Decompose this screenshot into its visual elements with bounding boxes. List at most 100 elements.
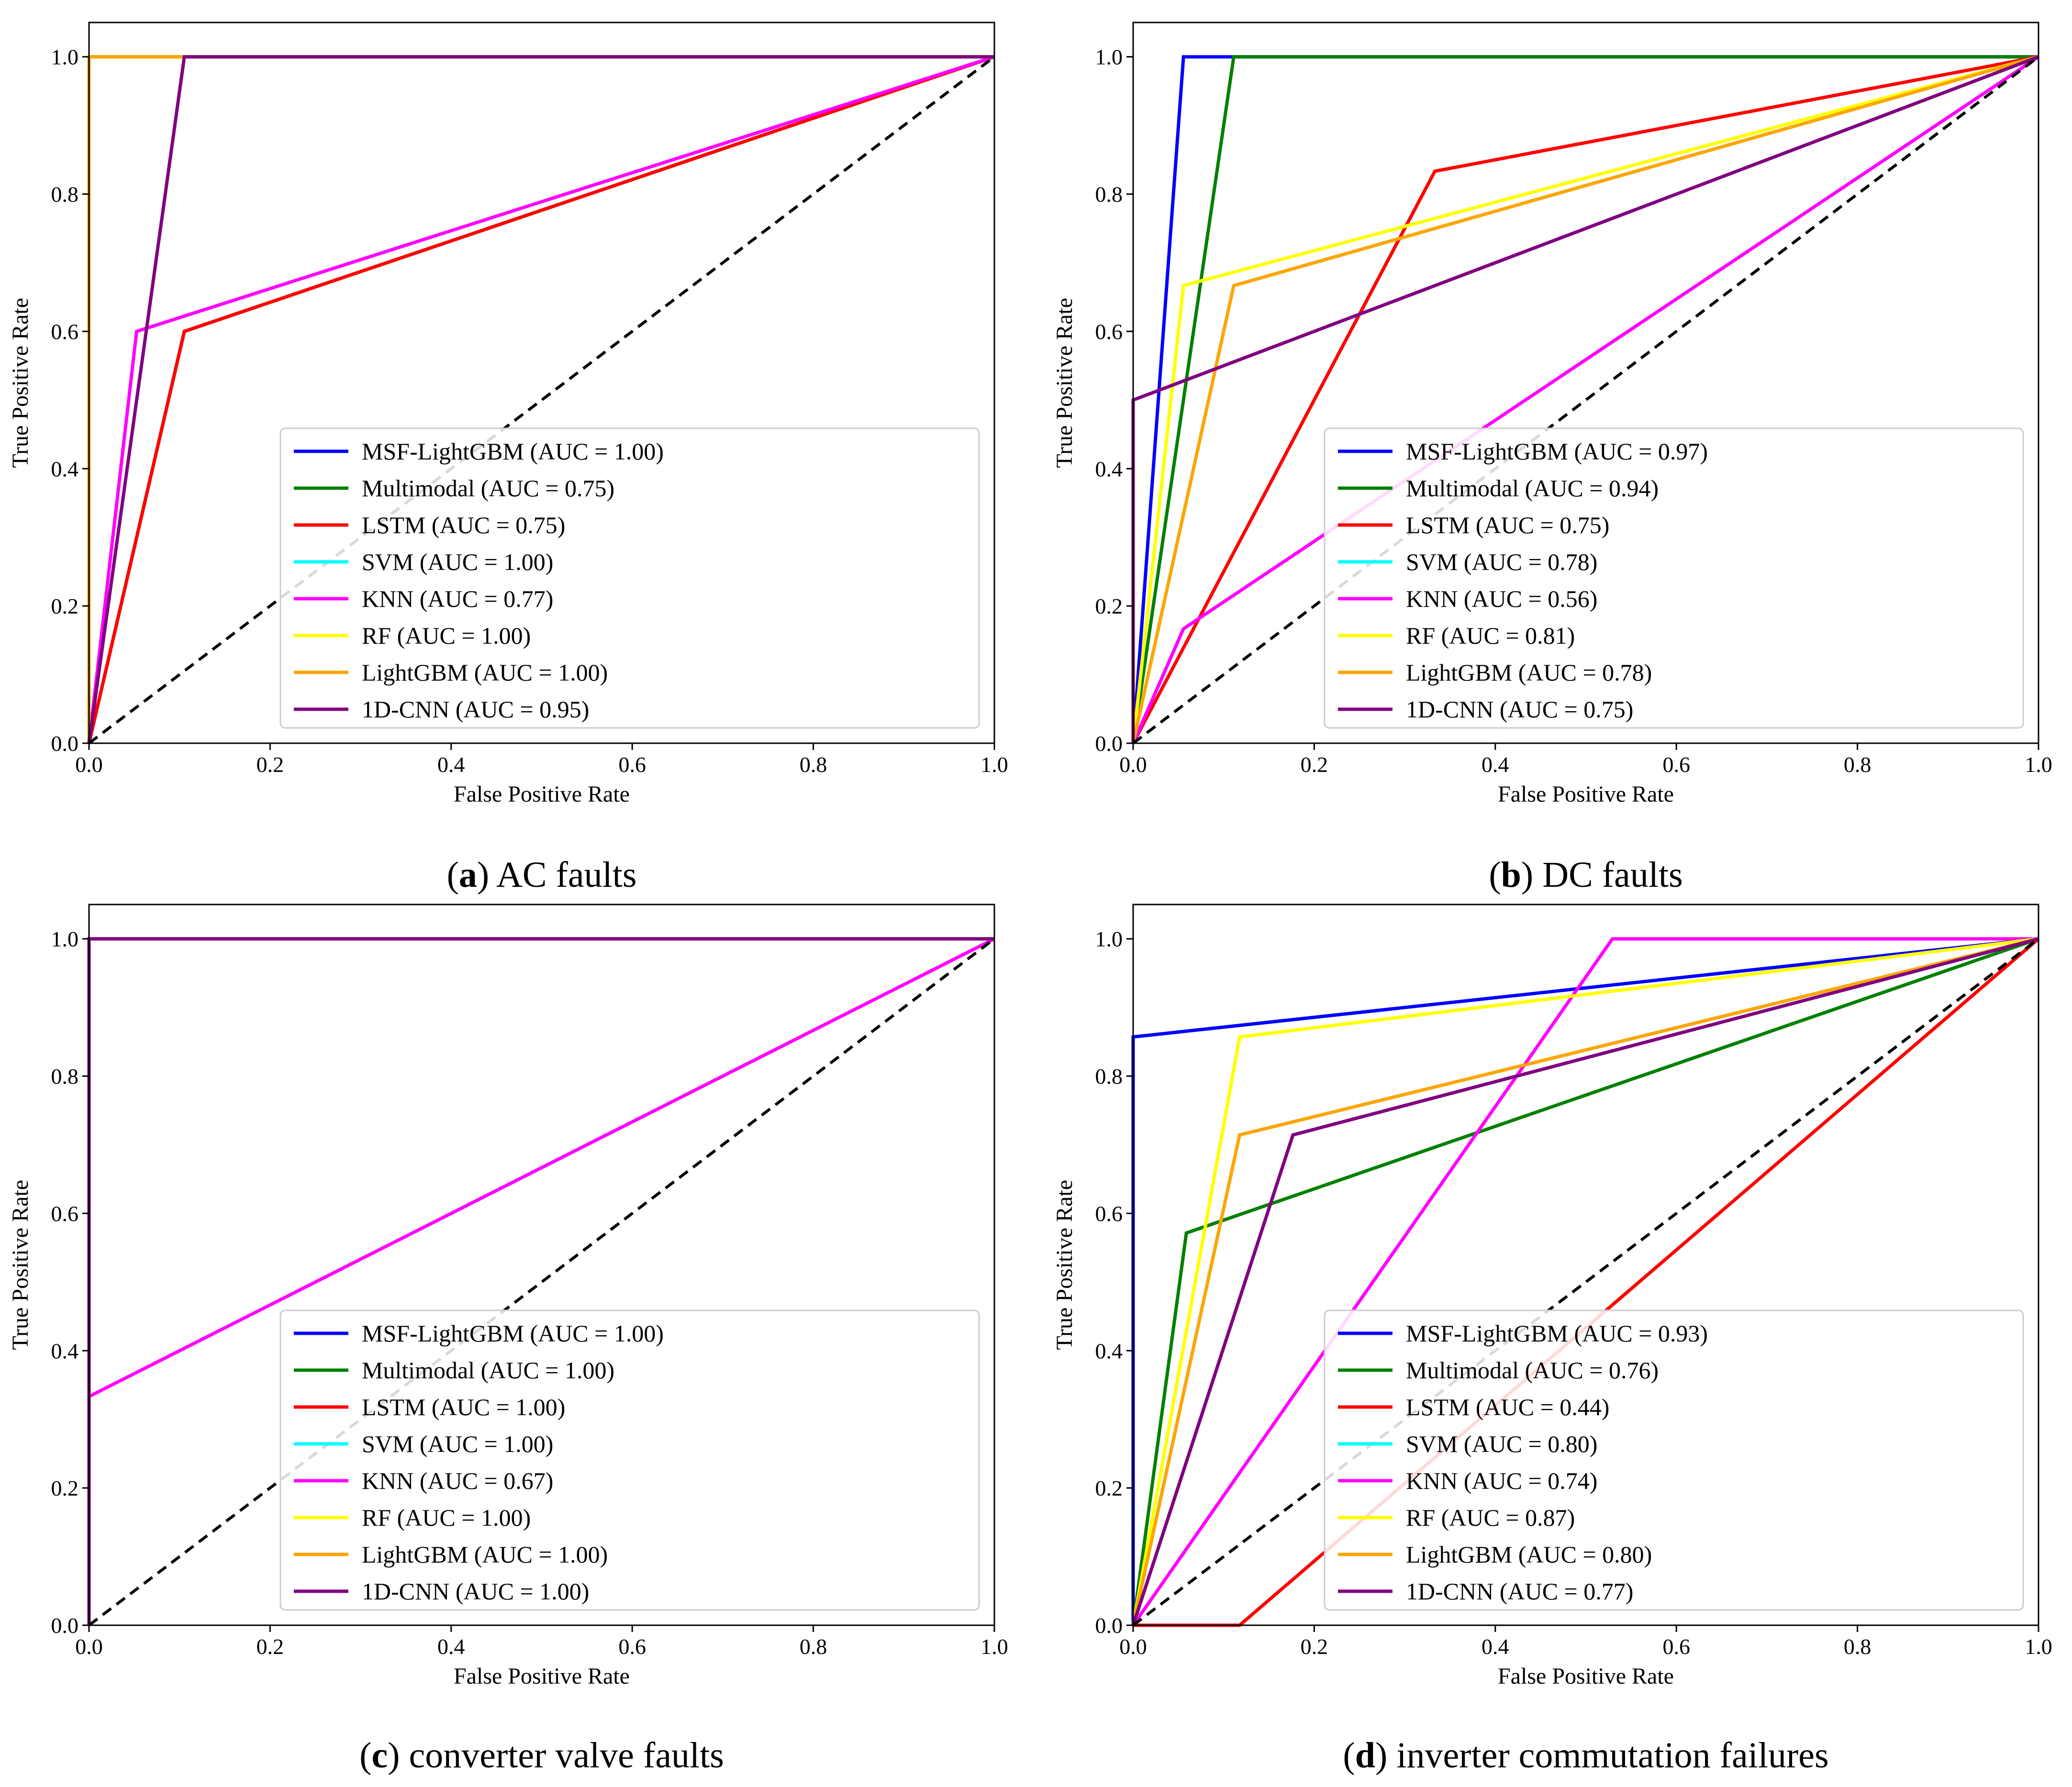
x-tick-label: 0.2: [256, 1634, 284, 1659]
y-axis-label: True Positive Rate: [8, 298, 33, 468]
panel-caption: (a) AC faults: [447, 855, 637, 895]
y-tick-label: 0.4: [1095, 1339, 1123, 1363]
legend-box: [1324, 1309, 2024, 1611]
legend: MSF-LightGBM (AUC = 1.00) Multimodal (AUC…: [279, 1309, 980, 1611]
x-axis-label: False Positive Rate: [454, 1664, 630, 1689]
legend-label: LightGBM (AUC = 0.78): [1406, 659, 1652, 686]
series-line-lightgbm: [1131, 937, 2039, 1626]
series-line-1d-cnn: [1131, 937, 2039, 1626]
series-line-1d-cnn: [87, 55, 994, 744]
y-tick-label: 0.0: [1095, 731, 1123, 756]
y-tick-label: 0.4: [1095, 457, 1123, 481]
x-tick-label: 0.4: [1482, 1634, 1509, 1659]
x-tick-label: 0.8: [1844, 1634, 1871, 1659]
legend-label: KNN (AUC = 0.56): [1406, 585, 1597, 612]
plot-frame: [88, 904, 995, 1626]
x-tick-label: 1.0: [980, 1634, 1008, 1659]
legend: MSF-LightGBM (AUC = 0.93) Multimodal (AUC…: [1324, 1309, 2024, 1611]
y-axis-label: True Positive Rate: [8, 1180, 33, 1350]
series-line-lightgbm: [1131, 55, 2039, 744]
legend-label: KNN (AUC = 0.74): [1406, 1467, 1597, 1494]
legend-label: LSTM (AUC = 0.75): [1406, 512, 1609, 538]
y-axis-label: True Positive Rate: [1052, 298, 1077, 468]
legend-box: [1324, 427, 2024, 729]
x-tick-label: 0.6: [618, 1634, 646, 1659]
x-tick-label: 1.0: [980, 752, 1008, 777]
x-tick-label: 0.0: [1119, 752, 1147, 777]
series-line-multimodal: [1131, 937, 2039, 1626]
series-line-lstm: [87, 55, 995, 744]
x-axis-label: False Positive Rate: [1498, 1664, 1674, 1689]
legend-label: Multimodal (AUC = 0.76): [1406, 1357, 1659, 1384]
legend-label: 1D-CNN (AUC = 0.75): [1406, 696, 1633, 723]
legend-label: RF (AUC = 1.00): [362, 622, 531, 649]
legend-label: KNN (AUC = 0.67): [362, 1467, 553, 1494]
legend-label: LightGBM (AUC = 0.80): [1406, 1541, 1652, 1568]
legend-label: SVM (AUC = 0.78): [1406, 548, 1597, 575]
panel-caption: (d) inverter commutation failures: [1343, 1735, 1828, 1776]
legend-label: MSF-LightGBM (AUC = 1.00): [362, 1320, 664, 1347]
caption-letter: b: [1501, 855, 1521, 895]
x-tick-label: 0.6: [618, 752, 646, 777]
y-tick-label: 1.0: [51, 45, 79, 69]
chart-panel-b: 0.0 0.2 0.4 0.6 0.8 1.0 0.0 0.2 0.4 0.6 0.8 1.0 Fals…: [1052, 22, 2052, 895]
caption-letter: c: [371, 1735, 388, 1776]
x-tick-label: 0.0: [75, 752, 103, 777]
x-tick-label: 0.8: [800, 752, 827, 777]
legend-label: Multimodal (AUC = 1.00): [362, 1357, 614, 1384]
caption-text: converter valve faults: [400, 1735, 724, 1776]
x-tick-label: 0.2: [1301, 1634, 1328, 1659]
y-tick-label: 0.0: [51, 731, 79, 756]
y-tick-label: 1.0: [1095, 927, 1123, 951]
x-axis-label: False Positive Rate: [1498, 782, 1674, 807]
y-tick-label: 0.0: [1095, 1613, 1123, 1638]
y-tick-label: 0.6: [1095, 1201, 1123, 1226]
legend-box: [279, 1309, 980, 1611]
y-tick-label: 0.2: [1095, 594, 1123, 618]
legend-label: MSF-LightGBM (AUC = 0.97): [1406, 438, 1708, 465]
legend-label: LSTM (AUC = 0.75): [362, 512, 565, 538]
x-tick-label: 0.4: [437, 1634, 465, 1659]
caption-text: DC faults: [1533, 855, 1682, 895]
legend: MSF-LightGBM (AUC = 0.97) Multimodal (AUC…: [1324, 427, 2024, 729]
legend: MSF-LightGBM (AUC = 1.00) Multimodal (AUC…: [279, 427, 980, 729]
x-axis-label: False Positive Rate: [454, 782, 630, 807]
legend-label: LSTM (AUC = 1.00): [362, 1394, 565, 1420]
legend-label: RF (AUC = 1.00): [362, 1504, 531, 1531]
legend-label: SVM (AUC = 1.00): [362, 548, 553, 575]
x-tick-label: 0.6: [1662, 752, 1690, 777]
y-tick-label: 1.0: [1095, 45, 1123, 69]
series-line-knn: [1131, 55, 2039, 744]
plot-frame: [1132, 22, 2039, 744]
y-tick-label: 0.0: [51, 1613, 79, 1638]
y-tick-label: 0.4: [51, 1339, 79, 1363]
caption-letter: d: [1355, 1735, 1375, 1776]
x-tick-label: 0.6: [1662, 1634, 1690, 1659]
chart-panel-c: 0.0 0.2 0.4 0.6 0.8 1.0 0.0 0.2 0.4 0.6 0.8 1.0 Fals…: [8, 904, 1008, 1776]
legend-box: [279, 427, 980, 729]
legend-label: SVM (AUC = 0.80): [1406, 1430, 1597, 1457]
legend-label: MSF-LightGBM (AUC = 0.93): [1406, 1320, 1708, 1347]
series-line-knn: [87, 55, 995, 744]
y-axis-label: True Positive Rate: [1052, 1180, 1077, 1350]
y-tick-label: 0.8: [51, 182, 79, 207]
x-tick-label: 0.4: [437, 752, 465, 777]
legend-label: KNN (AUC = 0.77): [362, 585, 553, 612]
series-line-rf: [1131, 55, 2039, 744]
panel-caption: (c) converter valve faults: [359, 1735, 724, 1776]
y-tick-label: 0.8: [1095, 1064, 1123, 1089]
plot-frame: [1132, 904, 2039, 1626]
y-tick-label: 0.8: [51, 1064, 79, 1089]
x-tick-label: 0.2: [256, 752, 284, 777]
x-tick-label: 0.8: [800, 1634, 827, 1659]
x-tick-label: 0.2: [1301, 752, 1328, 777]
y-tick-label: 0.4: [51, 457, 79, 481]
series-line-knn: [1132, 937, 2039, 1627]
legend-label: RF (AUC = 0.87): [1406, 1504, 1575, 1531]
y-tick-label: 1.0: [51, 927, 79, 951]
legend-label: Multimodal (AUC = 0.75): [362, 475, 614, 502]
chart-panel-a: 0.0 0.2 0.4 0.6 0.8 1.0 0.0 0.2 0.4 0.6 0.8 1.0 Fals…: [8, 22, 1008, 895]
caption-letter: a: [459, 855, 477, 895]
series-line-rf: [1131, 937, 2039, 1626]
